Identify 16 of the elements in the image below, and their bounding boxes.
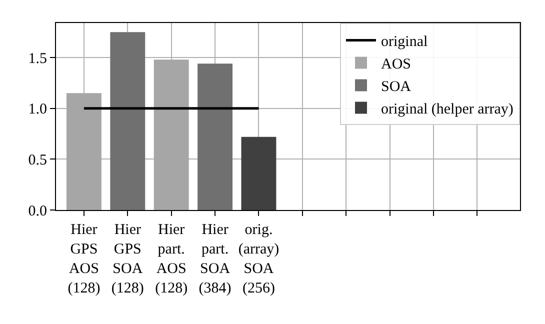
bar bbox=[241, 136, 276, 210]
y-tick-label: 0.5 bbox=[28, 152, 47, 168]
legend-label: AOS bbox=[381, 56, 412, 73]
y-tick-label: 0.0 bbox=[28, 203, 47, 220]
x-tick-label: Hier GPS AOS (128) bbox=[68, 222, 100, 296]
x-tick-label: orig. (array) SOA (256) bbox=[238, 222, 280, 296]
bar bbox=[110, 32, 146, 210]
y-tick-label: 1.0 bbox=[28, 102, 47, 118]
x-tick-label: Hier part. SOA (384) bbox=[198, 222, 232, 296]
x-tick-label: Hier GPS SOA (128) bbox=[111, 222, 144, 296]
legend-label: SOA bbox=[381, 79, 412, 96]
legend-label: original (helper array) bbox=[381, 102, 514, 118]
y-tick-label: 1.5 bbox=[28, 50, 47, 67]
legend-label: original bbox=[381, 34, 428, 50]
x-tick-label: Hier part. AOS (128) bbox=[155, 222, 188, 296]
bar bbox=[198, 64, 233, 210]
